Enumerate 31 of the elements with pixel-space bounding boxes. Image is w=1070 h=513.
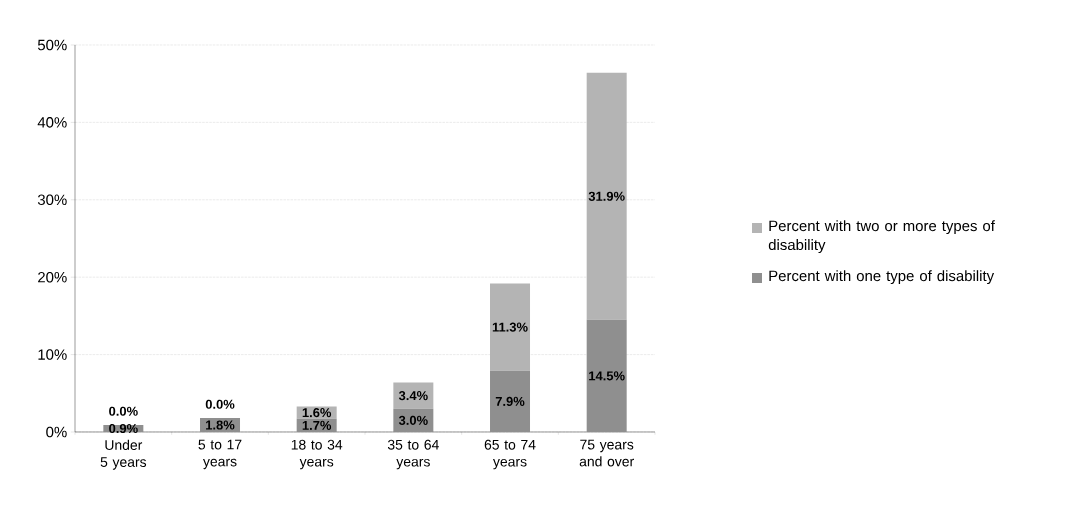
y-tick-label: 30% bbox=[37, 194, 67, 206]
data-label: 3.0% bbox=[398, 415, 428, 425]
x-tick-label: 65 to 74 years bbox=[484, 439, 536, 470]
data-label: 0.0% bbox=[109, 406, 138, 416]
data-label: 0.0% bbox=[205, 399, 235, 409]
bar bbox=[586, 319, 627, 432]
y-tick-label: 20% bbox=[38, 271, 67, 283]
x-tick-label: Under 5 years bbox=[100, 439, 147, 470]
x-tick-label: 35 to 64 years bbox=[387, 439, 439, 470]
x-tick-label: 5 to 17 years bbox=[198, 439, 242, 470]
data-label: 31.9% bbox=[588, 191, 625, 201]
data-label: 14.5% bbox=[589, 371, 625, 381]
bar bbox=[586, 72, 627, 320]
bar bbox=[393, 382, 434, 409]
data-label: 1.7% bbox=[302, 420, 332, 430]
y-tick-label: 10% bbox=[38, 349, 67, 360]
data-label: 1.6% bbox=[302, 408, 332, 418]
data-label: 0.9% bbox=[109, 423, 138, 434]
y-tick-label: 50% bbox=[37, 39, 67, 51]
legend-label: Percent with one type of disability bbox=[769, 270, 995, 285]
legend-label: Percent with two or more types of disability bbox=[768, 220, 995, 254]
bar bbox=[490, 370, 531, 432]
x-tick-label: 18 to 34 years bbox=[291, 439, 343, 470]
data-label: 7.9% bbox=[495, 396, 525, 406]
data-label: 11.3% bbox=[492, 322, 528, 332]
y-tick-label: 0% bbox=[46, 426, 67, 438]
x-tick-label: 75 years and over bbox=[579, 439, 634, 467]
y-tick-label: 40% bbox=[37, 117, 67, 128]
data-label: 3.4% bbox=[398, 391, 428, 401]
bar bbox=[490, 283, 531, 371]
data-label: 1.8% bbox=[206, 420, 235, 430]
